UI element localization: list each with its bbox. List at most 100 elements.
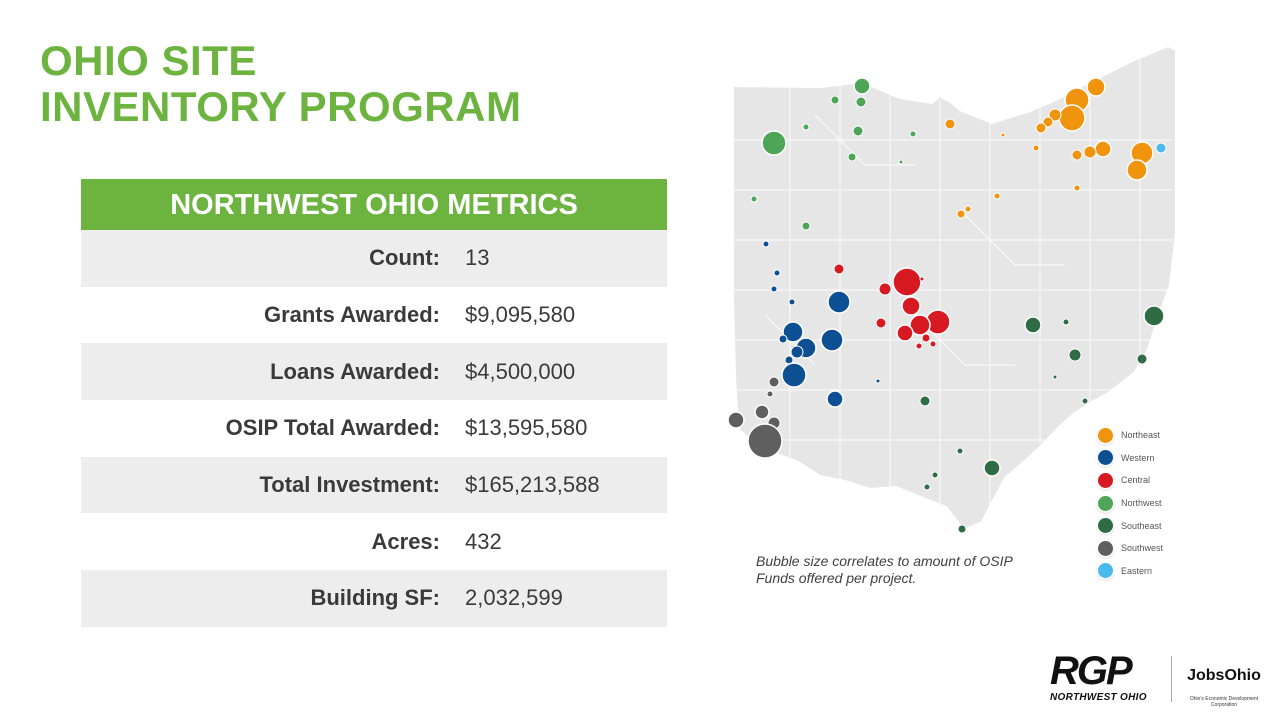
metric-value: 2,032,599 — [465, 585, 563, 611]
site-bubble-central — [909, 314, 931, 336]
site-bubble-western — [790, 345, 804, 359]
metric-label: Grants Awarded: — [263, 302, 440, 328]
site-bubble-central — [896, 324, 914, 342]
site-bubble-western — [826, 390, 844, 408]
site-bubble-southeast — [1081, 397, 1089, 405]
site-bubble-southeast — [983, 459, 1001, 477]
legend-label: Northwest — [1121, 498, 1162, 509]
site-bubble-northwest — [750, 195, 758, 203]
metric-value: $4,500,000 — [465, 358, 576, 384]
metrics-table-header: NORTHWEST OHIO METRICS — [81, 179, 667, 230]
site-bubble-southwest — [727, 411, 745, 429]
metric-row-total-investment: Total Investment: $165,213,588 — [81, 456, 667, 514]
metric-value: $165,213,588 — [465, 472, 600, 498]
jobsohio-logo-subtitle: Ohio's Economic Development Corporation — [1189, 696, 1259, 708]
map-caption: Bubble size correlates to amount of OSIP… — [756, 553, 1013, 586]
site-bubble-central — [915, 342, 923, 350]
legend-label: Central — [1121, 475, 1151, 486]
site-bubble-southeast — [931, 471, 939, 479]
site-bubble-northeast — [1073, 184, 1081, 192]
metrics-rows: Count: 13 Grants Awarded: $9,095,580 Loa… — [81, 230, 667, 627]
site-bubble-northeast — [993, 192, 1001, 200]
site-bubble-western — [875, 378, 881, 384]
site-bubble-northwest — [909, 130, 917, 138]
metric-value: 13 — [465, 245, 490, 271]
site-bubble-central — [901, 296, 921, 316]
metric-label: Building SF: — [310, 585, 440, 611]
metric-row-osip-total-awarded: OSIP Total Awarded: $13,595,580 — [81, 400, 667, 457]
site-bubble-northeast — [1083, 145, 1097, 159]
site-bubble-southeast — [1062, 318, 1070, 326]
site-bubble-western — [773, 269, 781, 277]
bubble-layer — [727, 77, 1167, 534]
site-bubble-western — [782, 321, 804, 343]
legend-item-northeast: Northeast — [1098, 424, 1163, 447]
site-bubble-northeast — [1094, 140, 1112, 158]
legend-label: Western — [1121, 452, 1155, 463]
ohio-map — [726, 46, 1180, 536]
site-bubble-southwest — [754, 404, 770, 420]
site-bubble-northwest — [898, 159, 904, 165]
rgp-logo: RGP NORTHWEST OHIO — [1050, 651, 1155, 703]
site-bubble-northeast — [1071, 149, 1083, 161]
site-bubble-northwest — [801, 221, 811, 231]
site-bubble-southeast — [1136, 353, 1148, 365]
site-bubble-southeast — [1052, 374, 1058, 380]
metric-row-count: Count: 13 — [81, 230, 667, 287]
site-bubble-northeast — [956, 209, 966, 219]
jobsohio-logo-mark: JobsOhio — [1187, 667, 1261, 684]
legend-item-central: Central — [1098, 469, 1163, 492]
site-bubble-southeast — [1068, 348, 1082, 362]
site-bubble-northeast — [1126, 159, 1148, 181]
legend-dot-western — [1098, 450, 1113, 466]
page-title: OHIO SITE INVENTORY PROGRAM — [40, 38, 521, 130]
site-bubble-western — [820, 328, 844, 352]
site-bubble-northwest — [855, 96, 867, 108]
site-bubble-central — [833, 263, 845, 275]
site-bubble-southwest — [768, 376, 780, 388]
site-bubble-southeast — [919, 395, 931, 407]
metric-label: Loans Awarded: — [270, 358, 440, 384]
site-bubble-northeast — [1042, 116, 1054, 128]
site-bubble-northwest — [802, 123, 810, 131]
legend-dot-southeast — [1098, 518, 1113, 534]
site-bubble-central — [875, 317, 887, 329]
site-bubble-northeast — [1032, 144, 1040, 152]
legend-label: Southwest — [1121, 543, 1164, 554]
site-bubble-central — [929, 340, 937, 348]
metric-value: $9,095,580 — [465, 302, 576, 328]
legend-item-western: Western — [1098, 447, 1163, 470]
page-title-line-1: OHIO SITE — [40, 37, 257, 84]
legend-dot-central — [1098, 472, 1113, 488]
ohio-state-outline — [732, 46, 1177, 532]
metrics-table: NORTHWEST OHIO METRICS Count: 13 Grants … — [81, 179, 667, 627]
metric-label: Total Investment: — [259, 472, 440, 498]
site-bubble-northeast — [944, 118, 956, 130]
metric-value: $13,595,580 — [465, 415, 588, 441]
metric-label: Acres: — [371, 528, 440, 554]
site-bubble-central — [921, 333, 931, 343]
site-bubble-southeast — [1143, 305, 1165, 327]
site-bubble-central — [878, 282, 892, 296]
site-bubble-western — [770, 285, 778, 293]
site-bubble-central — [919, 276, 925, 282]
site-bubble-eastern — [1155, 142, 1167, 154]
legend-item-northwest: Northwest — [1098, 492, 1163, 515]
site-bubble-western — [762, 240, 770, 248]
footer-logos: RGP NORTHWEST OHIO JobsOhio Ohio's Econo… — [1050, 651, 1270, 710]
ohio-map-svg — [727, 46, 1177, 534]
legend-label: Northeast — [1121, 430, 1161, 441]
metric-label: Count: — [369, 245, 440, 271]
site-bubble-southwest — [766, 390, 774, 398]
site-bubble-western — [781, 362, 807, 388]
site-bubble-central — [892, 267, 922, 297]
site-bubble-northwest — [847, 152, 857, 162]
metric-row-loans-awarded: Loans Awarded: $4,500,000 — [81, 343, 667, 401]
site-bubble-western — [778, 334, 788, 344]
metric-row-acres: Acres: 432 — [81, 513, 667, 571]
rgp-logo-subtitle: NORTHWEST OHIO — [1050, 692, 1147, 703]
site-bubble-northeast — [1000, 132, 1006, 138]
site-bubble-western — [827, 290, 851, 314]
site-bubble-northeast — [1035, 122, 1047, 134]
legend-label: Southeast — [1121, 520, 1162, 531]
